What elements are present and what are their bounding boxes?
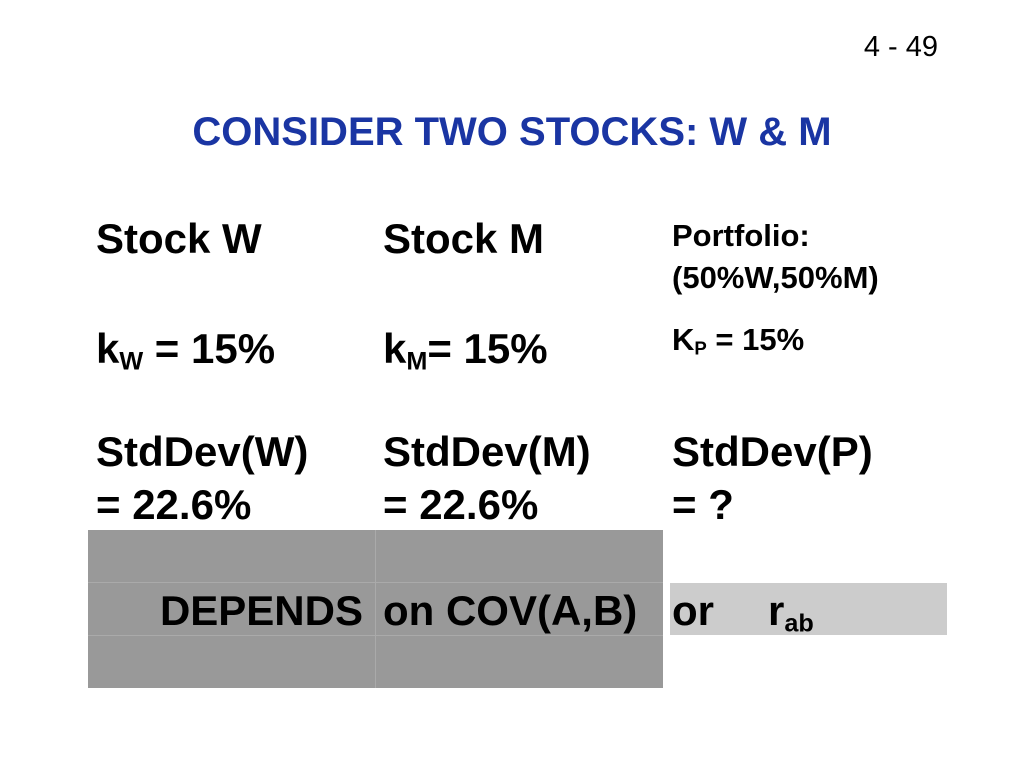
footer-right: or [672, 587, 714, 634]
cell-divider [88, 582, 663, 583]
subscript: M [406, 347, 428, 376]
cell-divider [88, 635, 663, 636]
title: CONSIDER TWO STOCKS: W & M [192, 110, 832, 154]
expected-return: kM= 15% [383, 325, 548, 374]
column-heading: (50%W,50%M) [672, 260, 879, 295]
cell-divider [375, 530, 376, 688]
expected-return: KP = 15% [672, 322, 805, 357]
expected-return: kW = 15% [96, 325, 276, 374]
std-dev: StdDev(P) [672, 428, 873, 475]
column-heading: Portfolio: [672, 218, 810, 253]
subscript: W [119, 347, 144, 376]
value: = 15% [427, 325, 548, 372]
subscript: ab [784, 609, 814, 638]
subscript: P [694, 337, 707, 359]
footer-left: DEPENDS [159, 587, 363, 634]
std-dev: StdDev(W) [96, 428, 309, 475]
value: = 15% [706, 322, 805, 357]
std-dev: = 22.6% [96, 481, 252, 528]
value: = 15% [143, 325, 276, 372]
symbol: k [96, 325, 120, 372]
shaded-cell [670, 583, 947, 635]
page-number: 4 - 49 [863, 31, 938, 63]
correlation: rab [768, 587, 814, 636]
std-dev: = 22.6% [383, 481, 539, 528]
footer-middle: on COV(A,B) [383, 587, 638, 634]
std-dev: StdDev(M) [383, 428, 591, 475]
column-heading: Stock W [96, 215, 262, 262]
symbol: r [768, 587, 785, 634]
symbol: K [672, 322, 695, 357]
column-heading: Stock M [383, 215, 545, 262]
symbol: k [383, 325, 407, 372]
std-dev: = ? [672, 481, 734, 528]
